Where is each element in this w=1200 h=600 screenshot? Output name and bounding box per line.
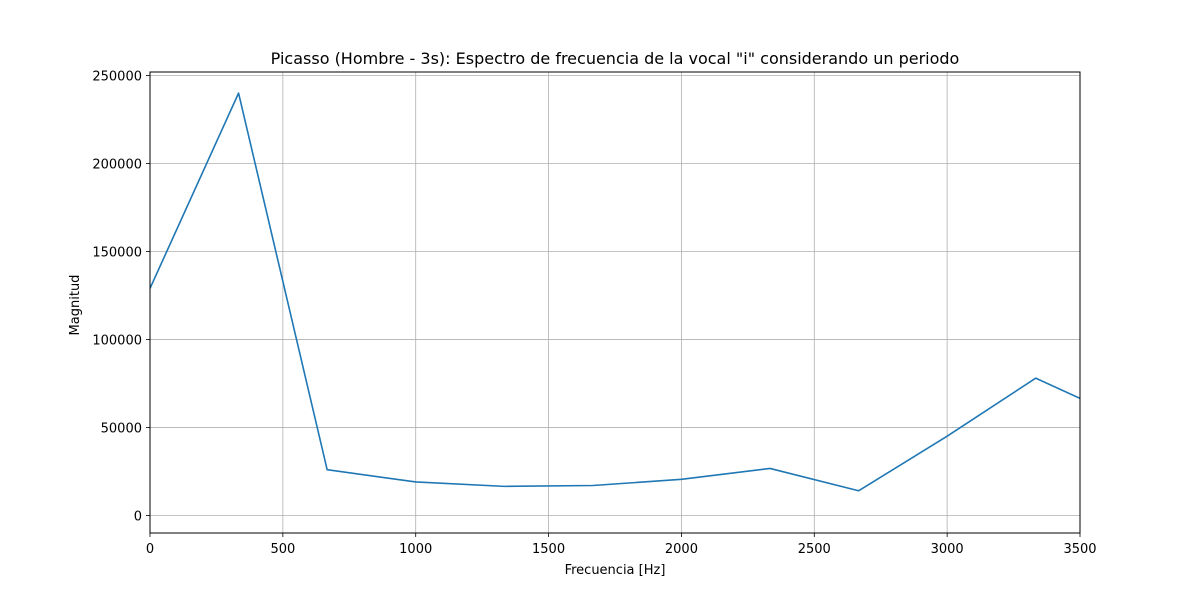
y-tick-label: 100000 bbox=[92, 333, 142, 348]
series-layer bbox=[150, 92, 1080, 492]
y-tick-label: 50000 bbox=[101, 421, 142, 436]
y-tick-label: 250000 bbox=[92, 70, 142, 85]
x-tick-label: 2000 bbox=[665, 542, 698, 557]
plot-frame bbox=[149, 71, 1081, 534]
x-tick-label: 3000 bbox=[931, 542, 964, 557]
x-tick-label: 2500 bbox=[798, 542, 831, 557]
y-tick-label: 150000 bbox=[92, 245, 142, 260]
x-tick-label: 0 bbox=[146, 542, 154, 557]
x-tick-label: 1000 bbox=[399, 542, 432, 557]
series-line bbox=[150, 92, 1080, 492]
grid-lines bbox=[149, 72, 1081, 533]
x-axis-label: Frecuencia [Hz] bbox=[565, 563, 666, 578]
y-tick-label: 0 bbox=[134, 509, 142, 524]
x-tick-label: 1500 bbox=[532, 542, 565, 557]
chart-title: Picasso (Hombre - 3s): Espectro de frecu… bbox=[271, 49, 960, 68]
x-tick-label: 3500 bbox=[1063, 542, 1096, 557]
y-axis-label: Magnitud bbox=[68, 275, 83, 336]
y-tick-label: 200000 bbox=[92, 157, 142, 172]
x-tick-label: 500 bbox=[270, 542, 295, 557]
x-axis-ticks: 0 500 1000 1500 2000 2500 3000 3500 bbox=[146, 533, 1097, 557]
y-axis-ticks: 0 50000 100000 150000 200000 250000 bbox=[92, 70, 150, 524]
